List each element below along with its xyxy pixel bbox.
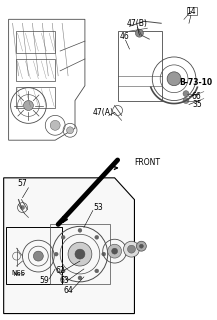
Bar <box>118 31 162 100</box>
Circle shape <box>54 252 58 256</box>
Circle shape <box>123 241 139 257</box>
Circle shape <box>50 120 60 130</box>
Circle shape <box>136 241 146 251</box>
Circle shape <box>78 276 82 280</box>
Text: 64: 64 <box>63 286 73 295</box>
Circle shape <box>78 228 82 232</box>
Circle shape <box>68 242 92 266</box>
Text: 63: 63 <box>59 276 69 285</box>
Text: 66: 66 <box>192 92 202 101</box>
Bar <box>16 31 55 53</box>
Text: 53: 53 <box>93 203 103 212</box>
Circle shape <box>61 235 65 239</box>
Text: 14: 14 <box>186 7 196 16</box>
Circle shape <box>67 127 74 134</box>
Circle shape <box>61 269 65 273</box>
Circle shape <box>33 251 43 261</box>
Circle shape <box>183 91 189 97</box>
Circle shape <box>21 205 25 210</box>
Text: NSS: NSS <box>14 272 25 277</box>
Circle shape <box>112 248 118 254</box>
Text: 46: 46 <box>120 32 129 41</box>
Bar <box>50 224 110 284</box>
Circle shape <box>128 245 135 253</box>
Text: FRONT: FRONT <box>134 158 160 167</box>
Text: 62: 62 <box>55 267 65 276</box>
Circle shape <box>135 29 143 37</box>
Circle shape <box>75 249 85 259</box>
Text: 47(A): 47(A) <box>92 108 113 117</box>
Polygon shape <box>4 178 135 314</box>
Text: 35: 35 <box>192 100 202 109</box>
Circle shape <box>108 244 122 258</box>
Text: NSS: NSS <box>12 270 26 276</box>
Circle shape <box>167 72 181 86</box>
Text: 47(B): 47(B) <box>127 19 148 28</box>
Text: B-73-10: B-73-10 <box>179 78 212 87</box>
Text: 57: 57 <box>18 179 27 188</box>
Circle shape <box>102 252 106 256</box>
Bar <box>16 59 55 81</box>
Bar <box>16 87 55 108</box>
Bar <box>6 228 62 284</box>
Circle shape <box>95 235 99 239</box>
Circle shape <box>183 98 189 104</box>
Circle shape <box>23 100 33 110</box>
Circle shape <box>95 269 99 273</box>
Circle shape <box>139 244 143 248</box>
Text: 59: 59 <box>39 276 49 285</box>
Bar <box>187 7 197 15</box>
